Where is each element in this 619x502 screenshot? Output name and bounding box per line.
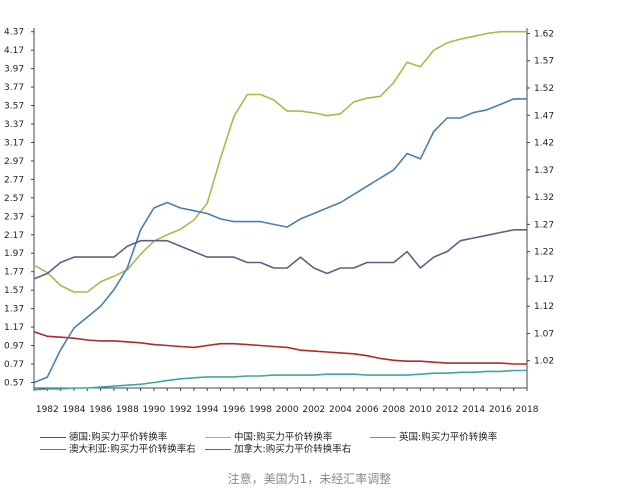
x-tick-label: 1986 [89,405,112,415]
left-tick-label: 3.97 [4,65,24,75]
x-tick-label: 1994 [196,405,219,415]
x-tick-label: 2018 [516,405,539,415]
x-tick-label: 1982 [36,405,59,415]
series-line-2 [33,30,527,293]
right-tick-label: 1.37 [534,166,554,176]
series-line-4 [33,98,527,384]
right-tick-label: 1.12 [534,302,554,312]
left-tick-label: 0.97 [4,342,24,352]
right-tick-label: 1.07 [534,329,554,339]
right-tick-label: 1.57 [534,57,554,67]
x-tick-label: 2014 [462,405,485,415]
x-tick-label: 2016 [489,405,512,415]
legend-swatch [40,437,66,438]
plot-frame [33,28,528,389]
legend-label: 加拿大:购买力平价转换率右 [234,444,352,455]
x-tick-label: 1984 [63,405,86,415]
left-tick-label: 3.37 [4,120,24,130]
left-tick-label: 2.57 [4,194,24,204]
x-tick-label: 2000 [276,405,299,415]
right-tick-label: 1.27 [534,220,554,230]
left-tick-label: 4.17 [4,46,24,56]
legend-label: 澳大利亚:购买力平价转换率右 [69,444,196,455]
left-tick-label: 2.37 [4,212,24,222]
right-tick-label: 1.52 [534,84,554,94]
x-tick-label: 1990 [142,405,165,415]
legend-item: 德国:购买力平价转换率 [40,429,167,443]
legend-swatch [370,437,396,438]
right-tick-label: 1.32 [534,193,554,203]
right-tick-label: 1.47 [534,111,554,121]
left-tick-label: 1.97 [4,249,24,259]
legend-item: 英国:购买力平价转换率 [370,429,497,443]
left-tick-label: 2.17 [4,231,24,241]
right-tick-label: 1.17 [534,275,554,285]
x-tick-label: 2012 [436,405,459,415]
left-tick-label: 0.57 [4,378,24,388]
left-tick-label: 1.57 [4,286,24,296]
x-tick-label: 1996 [222,405,245,415]
right-tick-label: 1.02 [534,357,554,367]
left-tick-label: 1.17 [4,323,24,333]
series-line-3 [33,369,527,391]
right-tick-label: 1.42 [534,139,554,149]
left-tick-label: 2.77 [4,175,24,185]
left-y-axis: 0.57 0.77 0.97 1.17 1.37 1.57 1.77 1.97 2.17 2.37… [4,28,34,388]
legend-swatch [205,449,231,450]
x-tick-label: 2008 [382,405,405,415]
x-tick-label: 2004 [329,405,352,415]
legend-label: 英国:购买力平价转换率 [399,432,498,443]
left-tick-label: 0.77 [4,360,24,370]
right-tick-label: 1.62 [534,29,554,39]
series-lines [33,30,527,391]
legend-label: 德国:购买力平价转换率 [69,432,168,443]
right-y-axis: 1.02 1.07 1.12 1.17 1.22 1.27 1.32 1.37 1.42 1.47… [527,29,554,367]
x-tick-label: 1992 [169,405,192,415]
x-tick-label: 1988 [116,405,139,415]
legend-item: 澳大利亚:购买力平价转换率右 [40,441,196,455]
right-tick-label: 1.22 [534,248,554,258]
left-tick-label: 1.37 [4,305,24,315]
legend-item: 加拿大:购买力平价转换率右 [205,441,351,455]
x-tick-label: 1998 [249,405,272,415]
legend-label: 中国:购买力平价转换率 [234,432,333,443]
left-tick-label: 1.77 [4,268,24,278]
footnote: 注意，美国为1，未经汇率调整 [227,472,392,486]
x-tick-label: 2010 [409,405,432,415]
series-line-1 [33,330,527,365]
x-tick-label: 2006 [356,405,379,415]
left-tick-label: 2.97 [4,157,24,167]
x-tick-label: 2002 [302,405,325,415]
legend-swatch [205,437,231,438]
left-tick-label: 3.77 [4,83,24,93]
legend-swatch [40,449,66,450]
x-axis: 1982 1984 1986 1988 1990 1992 1994 1996 1998 2000… [33,388,539,415]
legend-item: 中国:购买力平价转换率 [205,429,332,443]
series-line-5 [33,229,527,280]
left-tick-label: 4.37 [4,28,24,38]
left-tick-label: 3.57 [4,102,24,112]
left-tick-label: 3.17 [4,138,24,148]
